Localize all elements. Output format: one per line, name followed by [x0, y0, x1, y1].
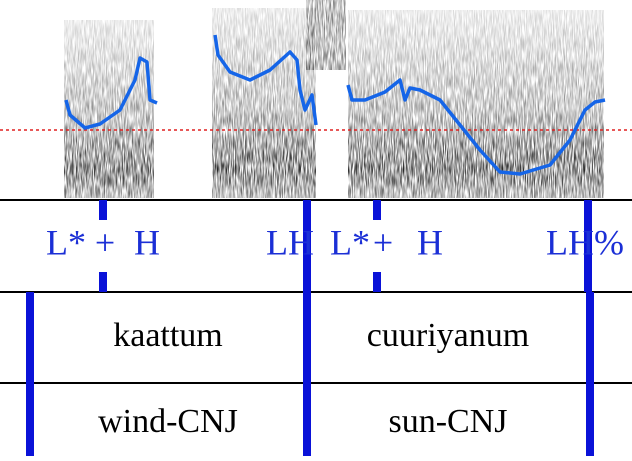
word-label: kaattum	[113, 317, 223, 354]
tone-label: +	[95, 222, 115, 262]
tone-label: H	[134, 222, 160, 262]
word-label: cuuriyanum	[367, 317, 529, 354]
boundaries	[26, 200, 594, 456]
tone-label: LH%	[546, 222, 624, 262]
spectrogram	[64, 0, 604, 198]
tone-label: L*	[46, 222, 86, 262]
gloss-label: wind-CNJ	[98, 403, 238, 440]
tone-label: H	[417, 222, 443, 262]
tone-label: +	[373, 222, 393, 262]
tone-label: L*	[330, 222, 370, 262]
pitch-track	[64, 34, 606, 176]
tone-label: LH	[266, 222, 314, 262]
gloss-label: sun-CNJ	[388, 403, 507, 440]
